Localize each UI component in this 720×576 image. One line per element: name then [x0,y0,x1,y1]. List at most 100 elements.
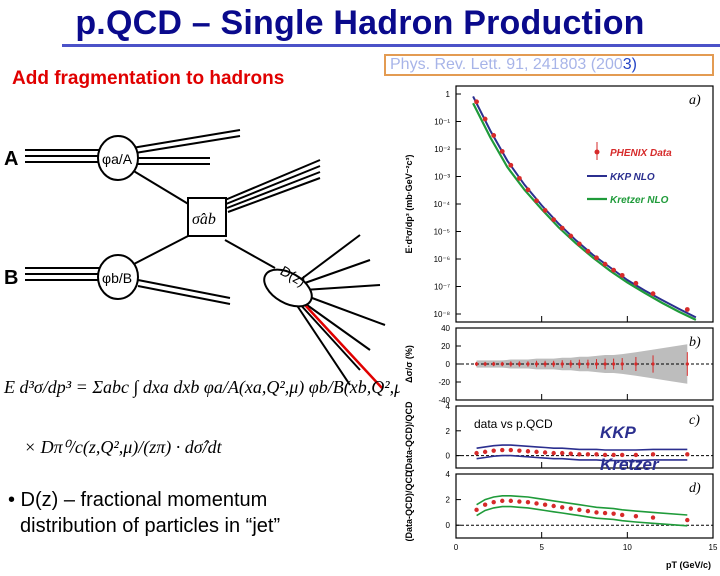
y-tick-label: 10⁻⁷ [434,283,450,292]
phi-a-label: φa/A [102,151,133,167]
label-b: B [4,267,18,289]
legend-marker-phenix [594,149,600,155]
y-axis-label: (Data-QCD)/QCD [404,470,414,541]
data-point [534,501,539,506]
data-point [474,362,479,366]
phi-a-blob [97,135,139,181]
data-point [619,452,625,458]
y-tick-label: 2 [446,427,451,436]
theory-band-upper [476,444,688,451]
data-point [559,225,565,231]
data-point [474,507,479,513]
data-point [525,499,531,505]
data-point [474,450,479,456]
data-point [551,450,556,456]
data-point [500,447,505,453]
x-axis-label: pT (GeV/c) [666,560,711,570]
hadron-collision-diagram: A B φa/A φb/B σ̂ab D(z) [4,129,386,389]
data-point [633,280,639,286]
data-point [534,449,539,455]
data-point [577,452,582,457]
y-tick-label: 40 [441,324,450,333]
data-point [516,175,522,181]
bullet-text: • D(z) – fractional momentum distributio… [8,487,280,539]
outgoing-jets [224,159,386,386]
data-point [650,515,656,520]
data-point [650,452,656,457]
data-point [543,362,547,366]
data-point [483,362,487,366]
y-tick-label: 0 [446,360,451,369]
theory-label-kretzer: Kretzer [600,455,660,474]
data-point [491,133,497,138]
legend-label-kkp: KKP NLO [610,172,655,183]
y-tick-label: 20 [441,342,450,351]
legend-label-kretzer: Kretzer NLO [610,195,669,206]
data-point [585,248,591,254]
data-point [474,99,479,105]
bullet-line-2: distribution of particles in “jet” [20,515,281,537]
data-point [492,362,496,366]
y-tick-label: 4 [446,402,451,411]
y-tick-label: 4 [446,470,451,479]
data-point [620,362,624,366]
data-point [482,502,488,507]
data-point [602,510,608,516]
leading-particle-line [304,304,383,389]
data-point [508,447,514,453]
beam-a-lines [25,129,241,206]
cross-section-formula: E d³σ/dp³ = Σabc ∫ dxa dxb φa/A(xa,Q²,μ)… [3,377,400,458]
data-point [568,506,573,511]
data-point [602,452,608,458]
data-point [551,503,556,509]
data-point [594,362,599,366]
data-point [611,511,616,516]
data-point [517,499,522,504]
data-point [619,272,625,278]
x-tick-label: 10 [623,543,632,552]
series-kretzer-line [472,102,697,321]
data-point [525,187,531,193]
panel-id: d) [689,481,701,496]
data-point [684,307,690,312]
y-tick-label: 10⁻⁶ [434,255,450,264]
y-tick-label: -40 [438,396,450,405]
theory-band-lower [476,505,688,527]
data-point [650,291,656,297]
data-point [500,498,505,504]
title-underline [62,44,720,47]
reference-text-tail: 3) [622,56,637,73]
reference-text: Phys. Rev. Lett. 91, 241803 (200 [390,56,623,73]
panel-id: a) [689,93,701,108]
data-point [560,362,564,366]
legend-label-phenix: PHENIX Data [610,148,672,159]
data-point [619,512,625,518]
data-point [517,448,522,453]
y-tick-label: 1 [446,90,451,99]
sigma-label: σ̂ab [192,211,216,228]
y-tick-label: 10⁻¹ [434,118,450,127]
data-point [509,362,513,366]
data-point [585,452,591,457]
hard-scatter-box [187,197,227,237]
formula-line-2: × Dπ⁰/c(z,Q²,μ)/(zπ) · dσ̂/dt [24,437,223,458]
data-point [482,449,488,455]
data-point [542,502,548,507]
data-point [594,255,599,261]
data-point [525,449,531,454]
y-tick-label: 10⁻² [434,145,450,154]
phi-b-blob [97,254,139,300]
data-point [491,499,496,505]
theory-band-upper [476,495,688,516]
data-point [594,510,599,515]
theory-label-kkp: KKP [600,423,637,442]
y-tick-label: -20 [438,378,450,387]
data-point [577,507,582,513]
x-tick-label: 15 [709,543,718,552]
data-point [491,448,496,453]
data-point [651,362,655,366]
y-axis-label: Δσ/σ (%) [404,345,414,383]
reference-citation[interactable]: Phys. Rev. Lett. 91, 241803 (2003) [384,54,714,76]
subtitle: Add fragmentation to hadrons [12,68,285,89]
data-point [568,451,573,456]
